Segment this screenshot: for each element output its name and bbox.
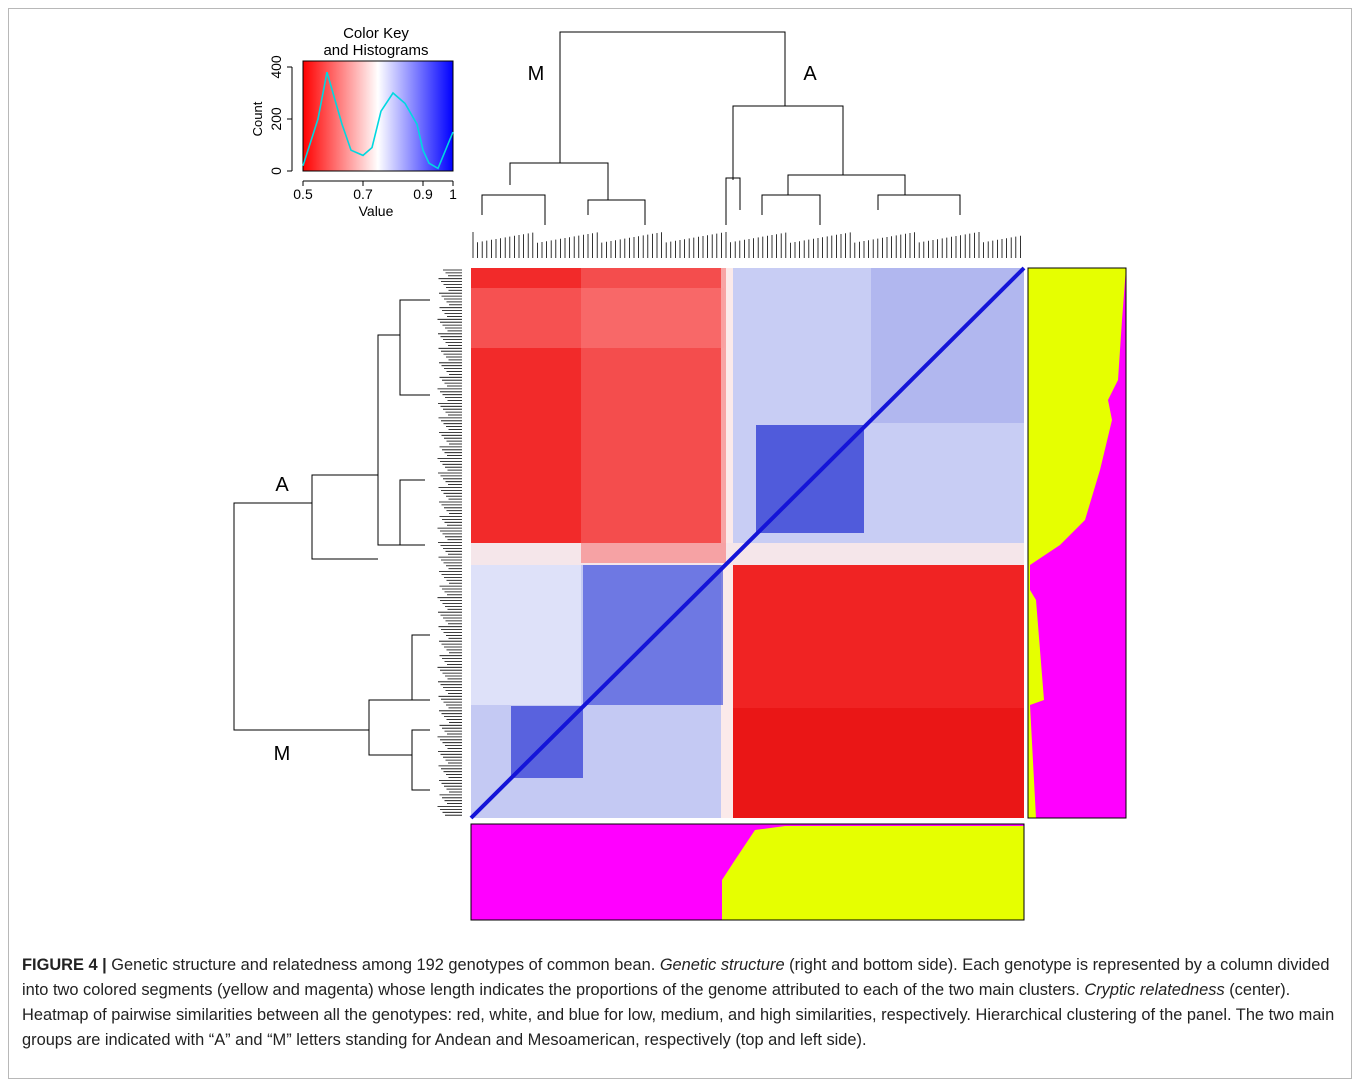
color-key: Color Key and Histograms 400 200 0 Count… bbox=[250, 25, 457, 219]
y-tick-200: 200 bbox=[268, 107, 284, 131]
y-axis-label: Count bbox=[250, 101, 265, 136]
heatmap-block-red bbox=[724, 563, 1024, 818]
structure-right-yellow bbox=[1028, 268, 1126, 818]
figure-caption: FIGURE 4 | Genetic structure and related… bbox=[22, 953, 1340, 1053]
x-tick-0.5: 0.5 bbox=[293, 186, 313, 202]
x-tick-0.7: 0.7 bbox=[353, 186, 373, 202]
y-tick-0: 0 bbox=[268, 167, 284, 175]
figure-frame bbox=[8, 8, 1352, 1079]
top-dendrogram bbox=[481, 31, 961, 225]
heatmap-block-red-light bbox=[581, 268, 726, 563]
color-key-title: Color Key bbox=[343, 25, 409, 42]
heatmap-diagonal bbox=[469, 266, 1026, 820]
color-key-gradient bbox=[302, 60, 454, 172]
heatmap-block-red-light bbox=[471, 288, 724, 348]
figure-4: Color Key and Histograms 400 200 0 Count… bbox=[233, 25, 1127, 921]
y-tick-400: 400 bbox=[268, 55, 284, 79]
structure-bottom-yellow bbox=[722, 826, 1024, 920]
x-axis-label: Value bbox=[359, 203, 394, 219]
heatmap-block-red-dark bbox=[733, 708, 1024, 818]
left-label-m: M bbox=[274, 743, 291, 765]
heatmap bbox=[469, 266, 1026, 820]
top-dendrogram-leaves bbox=[472, 232, 1021, 258]
x-tick-0.9: 0.9 bbox=[413, 186, 433, 202]
caption-text-1: Genetic structure and relatedness among … bbox=[106, 956, 660, 974]
color-key-subtitle: and Histograms bbox=[323, 42, 428, 59]
left-dendrogram-leaves bbox=[437, 269, 462, 816]
caption-text-2: (right and bottom side). Each genotype i… bbox=[22, 956, 1330, 999]
structure-bar-bottom bbox=[470, 823, 1025, 921]
left-dendrogram bbox=[233, 299, 430, 791]
left-label-a: A bbox=[275, 474, 289, 496]
caption-genetic-structure: Genetic structure bbox=[659, 956, 785, 974]
heatmap-block-blue-pale bbox=[471, 565, 581, 705]
top-label-a: A bbox=[803, 63, 817, 85]
caption-label: FIGURE 4 | bbox=[22, 956, 107, 974]
structure-bar-right bbox=[1027, 267, 1127, 819]
heatmap-band-white bbox=[471, 543, 1024, 565]
x-tick-1: 1 bbox=[449, 186, 457, 202]
color-key-histogram bbox=[302, 71, 454, 170]
top-label-m: M bbox=[528, 63, 545, 85]
caption-cryptic-relatedness: Cryptic relatedness bbox=[1084, 981, 1225, 999]
caption-text-3: (center). Heatmap of pairwise similariti… bbox=[22, 981, 1335, 1049]
